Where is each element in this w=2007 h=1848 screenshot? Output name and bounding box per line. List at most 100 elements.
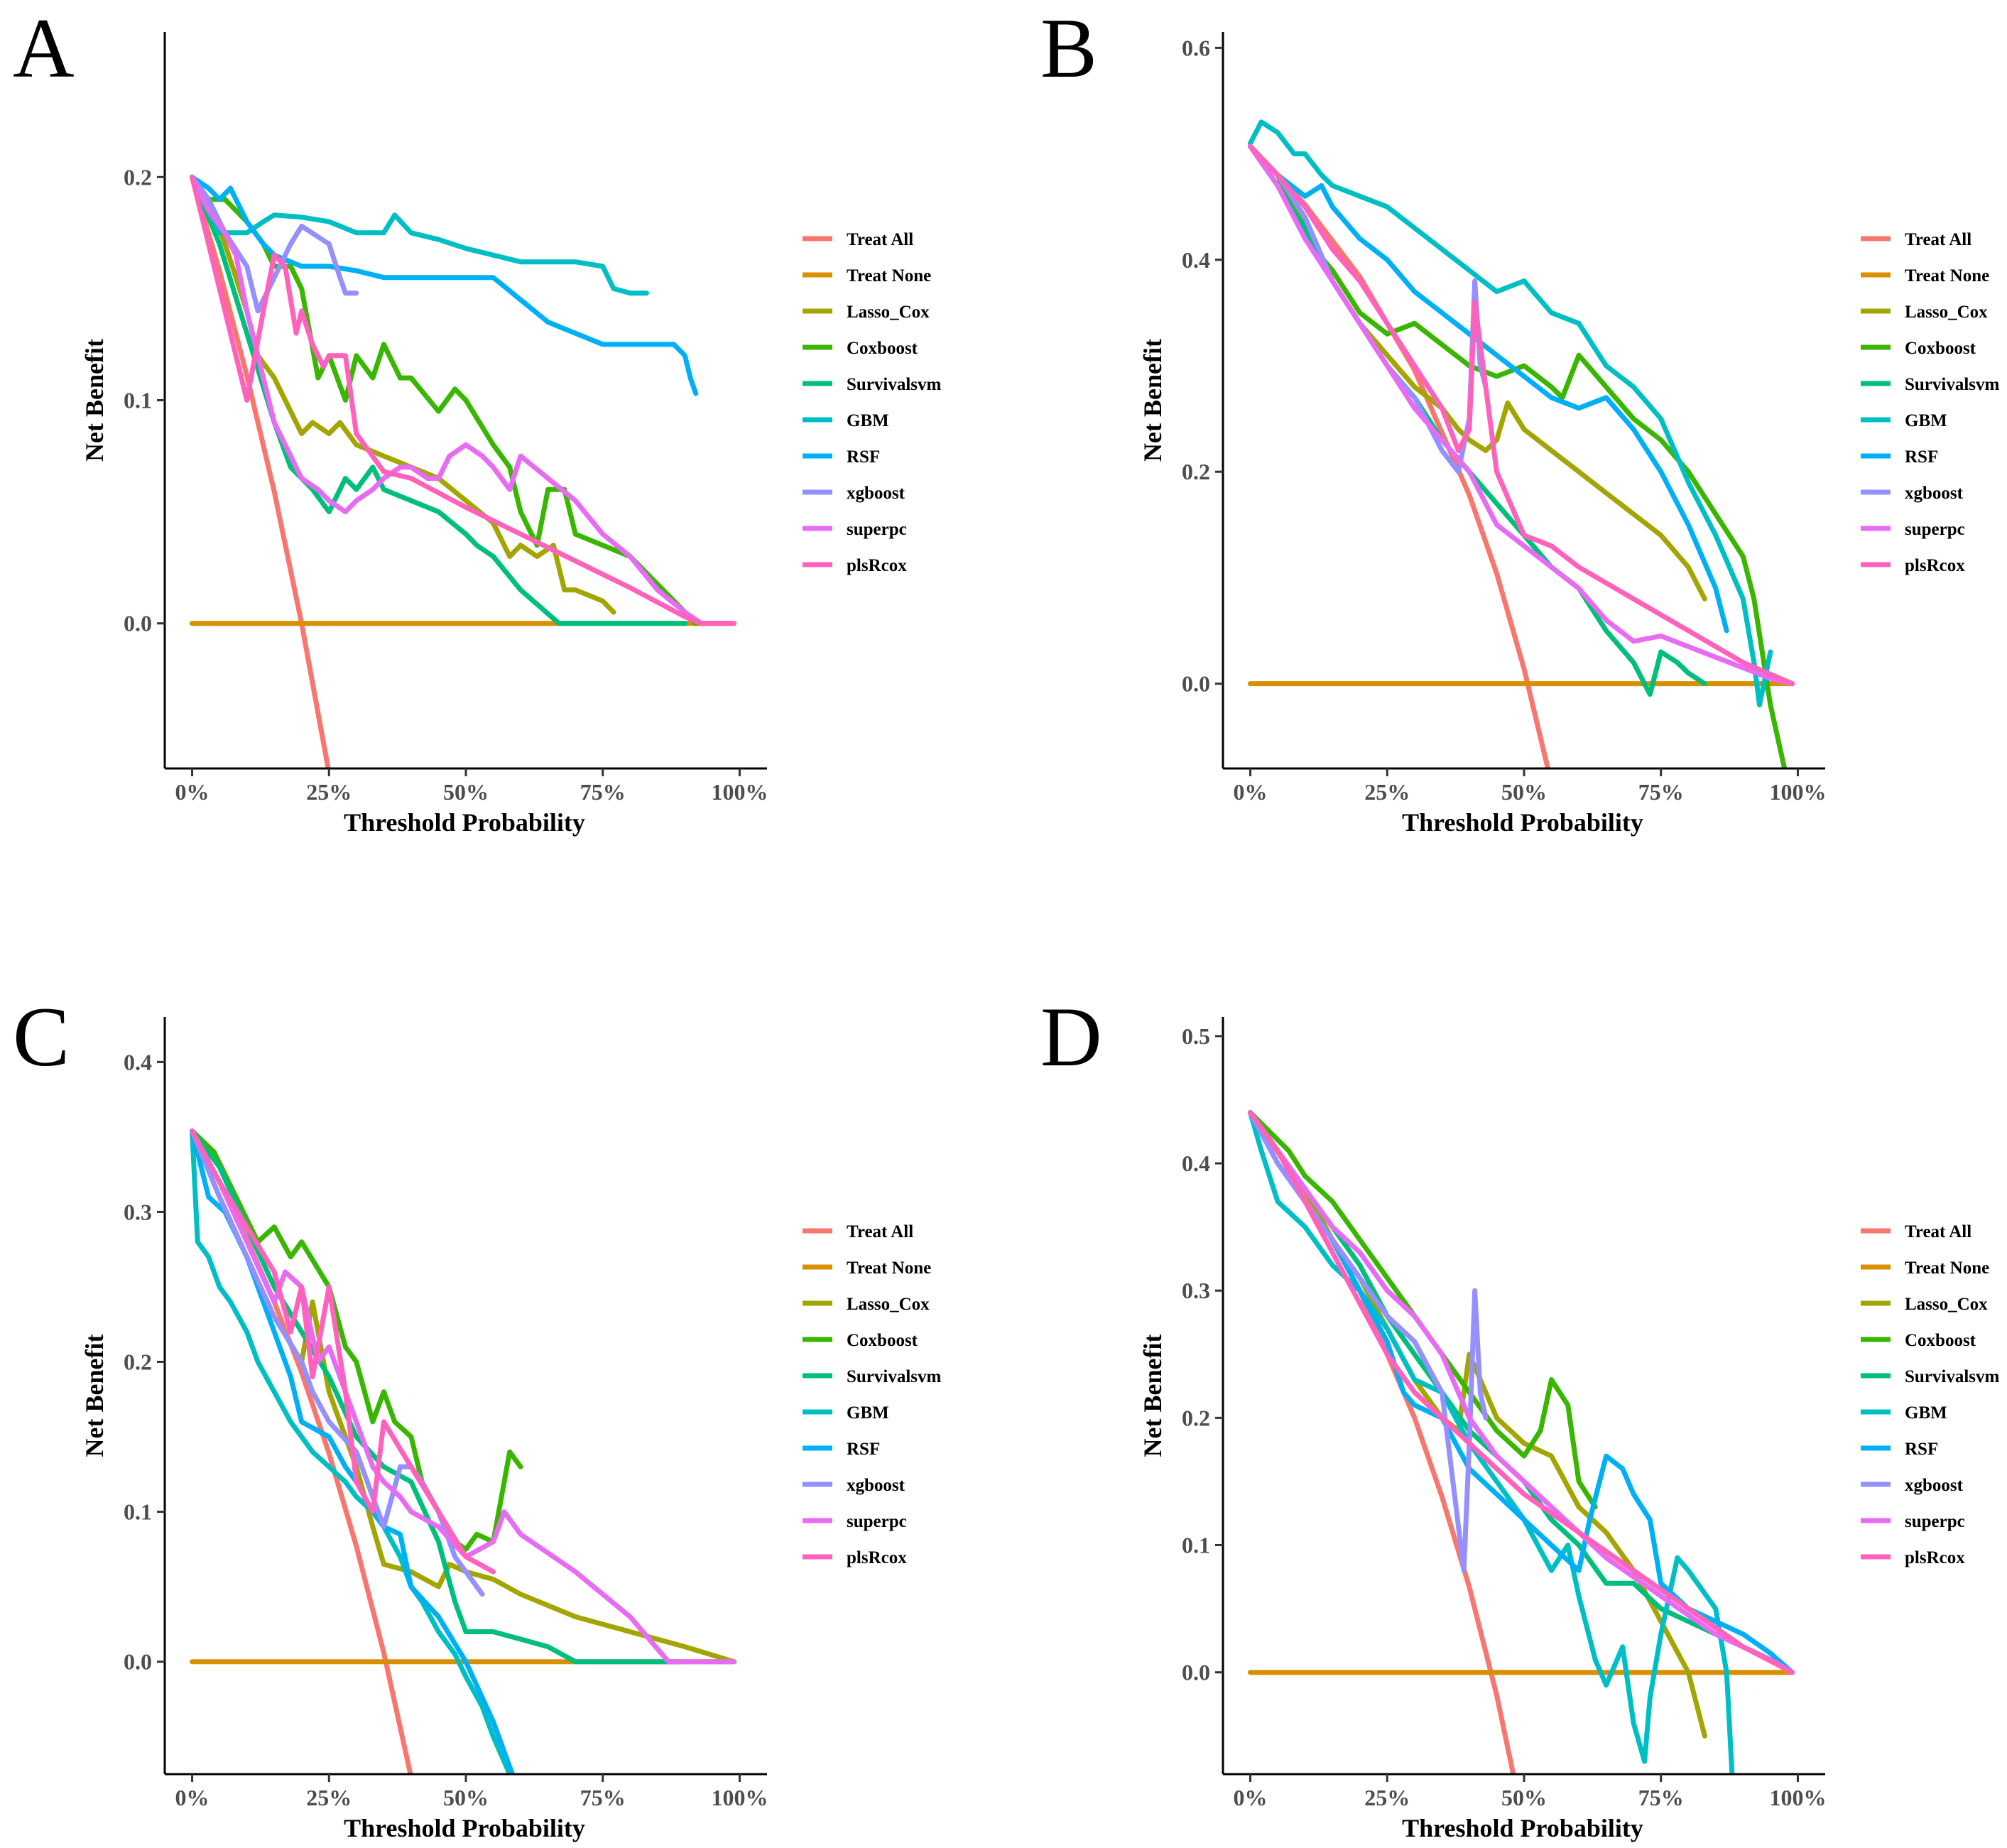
legend-item: Treat All bbox=[803, 230, 913, 249]
panel-c: C 0% 25% 50% 75% 100% 0.0 0.1 0.2 0.3 0.4 Threshold… bbox=[13, 989, 942, 1842]
series-line-gbm bbox=[190, 174, 649, 296]
x-tick-label: 0% bbox=[1234, 1785, 1268, 1810]
legend-label: Lasso_Cox bbox=[1905, 303, 1988, 322]
y-tick-label: 0.4 bbox=[1182, 247, 1210, 273]
legend-label: Coxboost bbox=[847, 339, 918, 358]
legend-item: superpc bbox=[1861, 1512, 1965, 1531]
y-tick-label: 0.0 bbox=[124, 1649, 152, 1675]
legend-label: GBM bbox=[847, 1403, 889, 1423]
legend-label: plsRcox bbox=[847, 556, 907, 575]
y-tick-label: 0.4 bbox=[124, 1049, 152, 1075]
y-tick-label: 0.3 bbox=[1182, 1278, 1210, 1303]
legend-item: Coxboost bbox=[803, 1331, 918, 1350]
x-tick-label: 100% bbox=[711, 1785, 768, 1810]
panel-a: A 0% 25% 50% 75% 100% 0.0 0.1 0.2 Threshold Proba… bbox=[13, 1, 942, 837]
series-line-coxboost bbox=[190, 174, 699, 626]
legend-label: plsRcox bbox=[847, 1548, 907, 1567]
legend-item: plsRcox bbox=[803, 1548, 907, 1567]
legend-label: superpc bbox=[1905, 520, 1965, 539]
panel-letter: B bbox=[1040, 1, 1097, 95]
legend-item: RSF bbox=[803, 1440, 880, 1459]
y-axis-title: Net Benefit bbox=[80, 339, 109, 462]
series-line-rsf bbox=[1248, 1109, 1795, 1675]
series-line-superpc bbox=[190, 174, 731, 626]
legend-item: Treat None bbox=[803, 1259, 931, 1278]
legend-item: Survivalsvm bbox=[803, 375, 942, 394]
series-lines bbox=[1248, 119, 1795, 768]
legend-item: Survivalsvm bbox=[1861, 1367, 2000, 1386]
legend-item: GBM bbox=[803, 1403, 889, 1423]
y-axis-title: Net Benefit bbox=[1138, 339, 1167, 462]
legend-item: xgboost bbox=[803, 484, 905, 503]
legend-label: plsRcox bbox=[1905, 556, 1965, 575]
legend-label: Survivalsvm bbox=[1905, 1367, 2000, 1386]
y-tick-label: 0.1 bbox=[1182, 1533, 1210, 1558]
y-tick-label: 0.0 bbox=[1182, 1660, 1210, 1685]
legend-label: Treat None bbox=[1905, 266, 1989, 286]
legend-item: RSF bbox=[1861, 1440, 1938, 1459]
series-lines bbox=[190, 1128, 737, 1774]
legend-label: plsRcox bbox=[1905, 1548, 1965, 1567]
legend-item: GBM bbox=[1861, 1403, 1947, 1423]
legend-label: superpc bbox=[847, 520, 907, 539]
legend-label: Treat None bbox=[1905, 1259, 1989, 1278]
legend-label: GBM bbox=[1905, 1403, 1947, 1423]
legend-label: Treat All bbox=[1905, 230, 1971, 249]
legend-label: xgboost bbox=[847, 1476, 905, 1495]
legend-label: Coxboost bbox=[1905, 1331, 1976, 1350]
legend-label: GBM bbox=[1905, 411, 1947, 430]
panel-letter: A bbox=[13, 1, 75, 95]
legend-item: superpc bbox=[803, 520, 907, 539]
x-tick-label: 25% bbox=[306, 779, 352, 805]
series-lines bbox=[190, 174, 737, 768]
legend-item: Treat None bbox=[1861, 1259, 1989, 1278]
y-tick-label: 0.0 bbox=[124, 611, 152, 636]
x-tick-label: 75% bbox=[580, 779, 626, 805]
legend-label: Survivalsvm bbox=[847, 375, 942, 394]
legend-label: Treat All bbox=[847, 1222, 913, 1241]
x-tick-label: 50% bbox=[1501, 1785, 1547, 1810]
legend-item: superpc bbox=[803, 1512, 907, 1531]
series-line-xgboost bbox=[1248, 1109, 1489, 1573]
legend-item: Coxboost bbox=[803, 339, 918, 358]
legend-label: Survivalsvm bbox=[1905, 375, 2000, 394]
x-tick-label: 50% bbox=[443, 1785, 489, 1810]
legend-label: xgboost bbox=[1905, 1476, 1964, 1495]
series-line-survivalsvm bbox=[190, 1128, 687, 1665]
series-line-gbm bbox=[1248, 119, 1773, 707]
y-tick-label: 0.2 bbox=[1182, 459, 1210, 484]
legend-item: xgboost bbox=[803, 1476, 905, 1495]
series-line-treat-all bbox=[190, 174, 331, 768]
y-tick-label: 0.0 bbox=[1182, 671, 1210, 697]
legend-item: Treat None bbox=[1861, 266, 1989, 286]
y-tick-label: 0.2 bbox=[124, 164, 152, 190]
legend-label: GBM bbox=[847, 411, 889, 430]
legend-item: xgboost bbox=[1861, 1476, 1964, 1495]
x-tick-label: 25% bbox=[1364, 779, 1410, 805]
series-line-plsrcox bbox=[1248, 143, 1795, 687]
legend-item: Survivalsvm bbox=[1861, 375, 2000, 394]
y-tick-label: 0.1 bbox=[124, 1499, 152, 1525]
legend-label: Coxboost bbox=[847, 1331, 918, 1350]
legend: Treat All Treat None Lasso_Cox Coxboost Surv… bbox=[1861, 230, 2000, 575]
legend-label: RSF bbox=[1905, 1440, 1938, 1459]
x-tick-label: 100% bbox=[1769, 779, 1826, 805]
legend-item: Lasso_Cox bbox=[1861, 1295, 1988, 1314]
legend-label: Treat None bbox=[847, 266, 931, 286]
series-line-lasso-cox bbox=[190, 1128, 737, 1665]
legend-label: Lasso_Cox bbox=[1905, 1295, 1988, 1314]
legend-label: Treat All bbox=[847, 230, 913, 249]
x-tick-label: 50% bbox=[443, 779, 489, 805]
y-tick-label: 0.5 bbox=[1182, 1023, 1210, 1049]
x-tick-label: 0% bbox=[1234, 779, 1268, 805]
legend-label: RSF bbox=[847, 1440, 880, 1459]
y-tick-label: 0.4 bbox=[1182, 1151, 1210, 1176]
legend-label: Treat None bbox=[847, 1259, 931, 1278]
series-lines bbox=[1248, 1109, 1795, 1774]
legend: Treat All Treat None Lasso_Cox Coxboost Surv… bbox=[803, 1222, 942, 1567]
series-line-plsrcox bbox=[1248, 1109, 1795, 1675]
legend-label: superpc bbox=[847, 1512, 907, 1531]
x-tick-label: 25% bbox=[306, 1785, 352, 1810]
series-line-superpc bbox=[190, 1128, 737, 1665]
